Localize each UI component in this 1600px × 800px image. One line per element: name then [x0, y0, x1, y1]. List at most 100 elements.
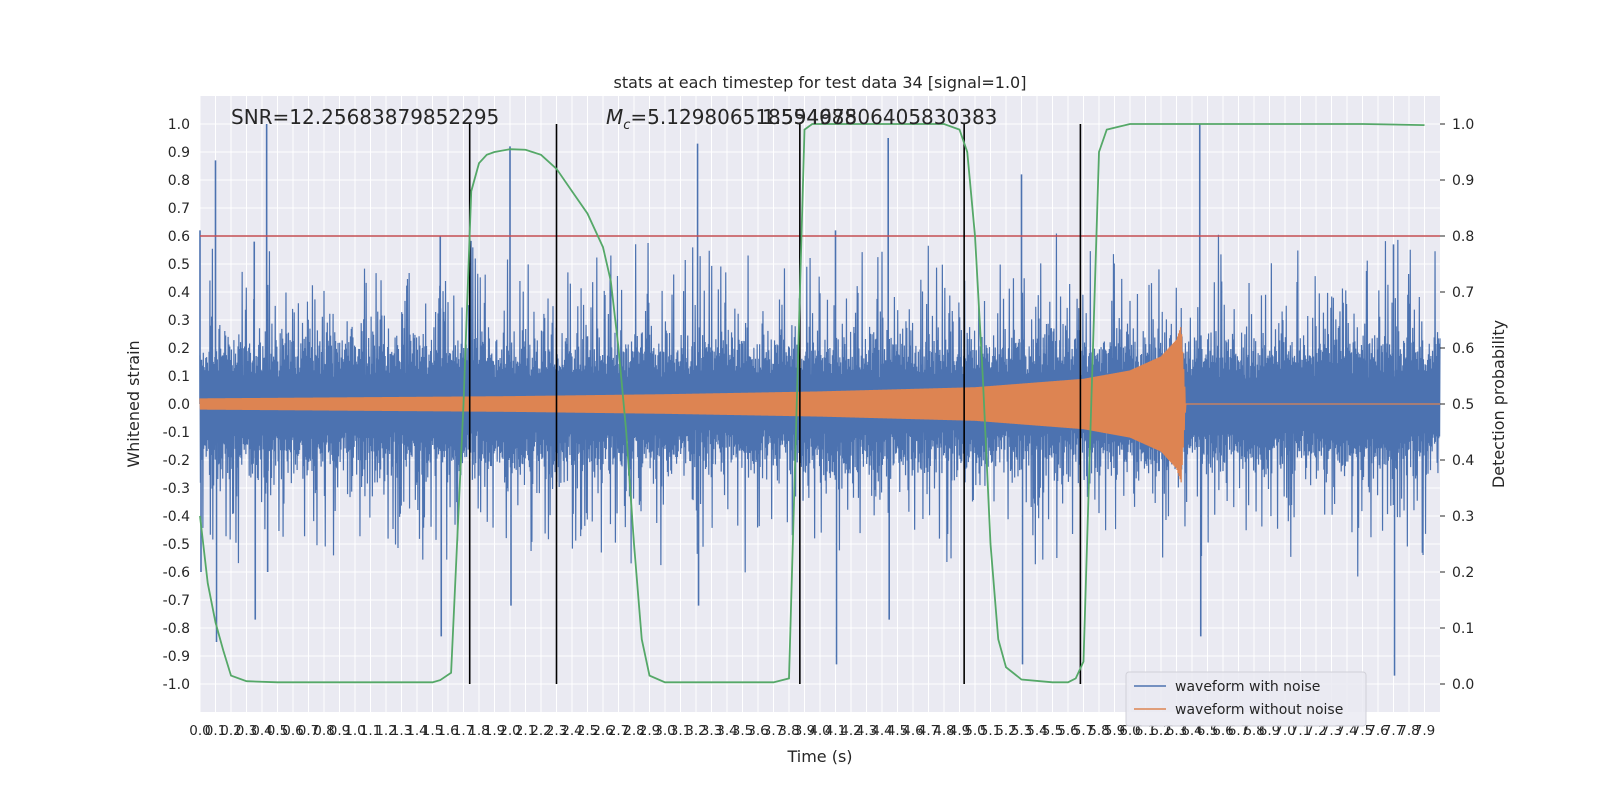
x-tick-8: 0.8: [313, 723, 334, 739]
snr-annotation: SNR=12.25683879852295: [231, 105, 499, 129]
x-tick-74: 7.4: [1336, 723, 1357, 739]
x-tick-10: 1.0: [344, 723, 365, 739]
x-tick-20: 2.0: [499, 723, 520, 739]
x-tick-50: 5.0: [964, 723, 985, 739]
x-tick-53: 5.3: [1011, 723, 1032, 739]
x-tick-71: 7.1: [1290, 723, 1311, 739]
chirp-mass-subscript: c: [623, 118, 630, 133]
y2-tick-9: 0.9: [1452, 173, 1474, 189]
y-tick-10: 0.0: [168, 397, 190, 413]
x-tick-41: 4.1: [825, 723, 846, 739]
x-tick-0: 0.0: [189, 723, 210, 739]
x-tick-12: 1.2: [375, 723, 396, 739]
x-tick-62: 6.2: [1150, 723, 1171, 739]
x-tick-45: 4.5: [887, 723, 908, 739]
y2-tick-0: 0.0: [1452, 677, 1474, 693]
x-tick-39: 3.9: [794, 723, 815, 739]
y2-tick-6: 0.6: [1452, 341, 1474, 357]
x-tick-73: 7.3: [1321, 723, 1342, 739]
x-tick-1: 0.1: [205, 723, 226, 739]
x-tick-47: 4.7: [918, 723, 939, 739]
x-tick-11: 1.1: [360, 723, 381, 739]
x-tick-25: 2.5: [577, 723, 598, 739]
detection-probability-line: [199, 123, 1425, 684]
x-tick-29: 2.9: [639, 723, 660, 739]
x-tick-63: 6.3: [1166, 723, 1187, 739]
y2-tick-10: 1.0: [1452, 117, 1474, 133]
legend-box: [1125, 671, 1367, 727]
x-tick-34: 3.4: [716, 723, 737, 739]
x-tick-9: 0.9: [329, 723, 350, 739]
x-axis-label: Time (s): [786, 747, 852, 766]
x-tick-54: 5.4: [1026, 723, 1047, 739]
x-tick-5: 0.5: [267, 723, 288, 739]
y-tick-8: -0.2: [163, 453, 190, 469]
y-tick-0: -1.0: [163, 677, 190, 693]
y-tick-18: 0.8: [168, 173, 190, 189]
y-tick-17: 0.7: [168, 201, 190, 217]
x-tick-57: 5.7: [1073, 723, 1094, 739]
x-tick-19: 1.9: [484, 723, 505, 739]
y-tick-13: 0.3: [168, 313, 190, 329]
x-tick-72: 7.2: [1305, 723, 1326, 739]
x-tick-4: 0.4: [251, 723, 272, 739]
x-tick-44: 4.4: [871, 723, 892, 739]
chirp-mass-annotation: Mc=5.129806518554688: [606, 105, 857, 133]
x-tick-18: 1.8: [468, 723, 489, 739]
waveform-without-noise-series: [199, 327, 1440, 483]
x-tick-69: 6.9: [1259, 723, 1280, 739]
x-tick-23: 2.3: [546, 723, 567, 739]
x-tick-17: 1.7: [453, 723, 474, 739]
x-tick-38: 3.8: [778, 723, 799, 739]
x-tick-68: 6.8: [1243, 723, 1264, 739]
x-tick-65: 6.5: [1197, 723, 1218, 739]
noise-trace: [199, 233, 1441, 577]
x-tick-76: 7.6: [1367, 723, 1388, 739]
x-tick-66: 6.6: [1212, 723, 1233, 739]
y2-tick-4: 0.4: [1452, 453, 1474, 469]
x-tick-51: 5.1: [980, 723, 1001, 739]
x-tick-13: 1.3: [391, 723, 412, 739]
x-tick-40: 4.0: [809, 723, 830, 739]
x-tick-42: 4.2: [840, 723, 861, 739]
x-tick-15: 1.5: [422, 723, 443, 739]
x-tick-16: 1.6: [437, 723, 458, 739]
tick-labels: 0.00.10.20.30.40.50.60.70.80.91.01.11.21…: [163, 117, 1475, 739]
x-tick-31: 3.1: [670, 723, 691, 739]
x-tick-46: 4.6: [902, 723, 923, 739]
y2-tick-2: 0.2: [1452, 565, 1474, 581]
y-tick-6: -0.4: [163, 509, 190, 525]
x-tick-60: 6.0: [1119, 723, 1140, 739]
overlay-lines: [199, 123, 1440, 684]
y2-tick-3: 0.3: [1452, 509, 1474, 525]
chart-title: stats at each timestep for test data 34 …: [614, 73, 1027, 92]
x-tick-78: 7.8: [1398, 723, 1419, 739]
x-tick-28: 2.8: [623, 723, 644, 739]
x-tick-27: 2.7: [608, 723, 629, 739]
chirp-mass-value: =5.129806518554688: [630, 105, 857, 129]
x-tick-2: 0.2: [220, 723, 241, 739]
x-tick-21: 2.1: [515, 723, 536, 739]
legend-label-clean: waveform without noise: [1175, 702, 1343, 718]
x-tick-70: 7.0: [1274, 723, 1295, 739]
x-tick-7: 0.7: [298, 723, 319, 739]
clean-trace: [199, 327, 1440, 483]
waveform-with-noise-series: [199, 124, 1441, 676]
y-tick-19: 0.9: [168, 145, 190, 161]
x-tick-14: 1.4: [406, 723, 427, 739]
y-tick-4: -0.6: [163, 565, 190, 581]
x-tick-32: 3.2: [685, 723, 706, 739]
legend-label-noise: waveform with noise: [1175, 679, 1320, 695]
y-tick-3: -0.7: [163, 593, 190, 609]
x-tick-59: 5.9: [1104, 723, 1125, 739]
x-tick-75: 7.5: [1352, 723, 1373, 739]
legend: waveform with noise waveform without noi…: [1125, 671, 1367, 727]
x-tick-79: 7.9: [1414, 723, 1435, 739]
y2-axis-label: Detection probability: [1489, 320, 1508, 488]
y-tick-1: -0.9: [163, 649, 190, 665]
chirp-mass-symbol: M: [606, 105, 623, 129]
y-tick-2: -0.8: [163, 621, 190, 637]
x-tick-37: 3.7: [763, 723, 784, 739]
x-tick-43: 4.3: [856, 723, 877, 739]
